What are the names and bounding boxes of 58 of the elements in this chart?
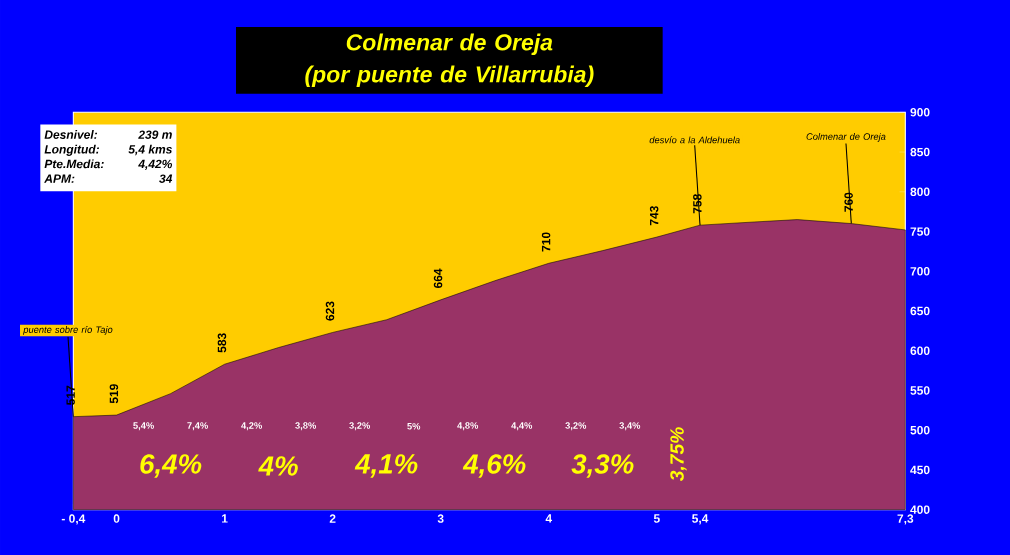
annotation: 3,4% [619,422,641,431]
y-tick-label: 400 [910,505,930,514]
data-label: 760 [844,192,853,212]
y-tick-label: 800 [910,187,930,197]
chart-subtitle: (por puente de Villarrubia) [305,65,594,88]
x-tick-label: 3 [437,514,444,523]
annotation: desvío a la Aldehuela [649,136,740,144]
annotation: 34 [159,174,173,183]
annotation: 7,4% [187,422,208,431]
annotation: 6,4% [140,454,202,478]
data-label: 519 [109,384,119,404]
x-tick-label: 1 [222,514,228,523]
annotation: Pte.Media: [44,159,104,169]
annotation: 4,8% [457,422,479,431]
annotation: 5,4% [133,422,154,431]
x-tick-label: 5,4 [692,514,709,525]
annotation: Longitud: [44,144,100,156]
data-label: 517 [66,385,75,405]
annotation: 3,2% [349,422,371,431]
x-tick-label: 5 [653,514,660,523]
y-tick-label: 500 [910,425,930,435]
annotation: 4,1% [354,454,418,478]
y-tick-label: 550 [910,386,930,395]
y-tick-label: 650 [910,306,930,316]
x-tick-label: 7,3 [897,514,914,525]
annotation: 4,6% [462,454,526,478]
annotation: 4% [258,456,298,476]
y-tick-label: 750 [910,227,930,236]
y-tick-label: 900 [910,108,930,117]
annotation: 3,3% [571,454,634,478]
x-tick-label: 2 [329,514,336,523]
data-label: 743 [649,206,659,226]
annotation: 5% [407,422,421,430]
annotation: 3,75% [670,427,687,482]
x-tick-label: 4 [545,514,553,523]
annotation: 4,42% [138,159,173,170]
data-label: 583 [217,333,227,353]
annotation: 239 m [138,130,172,139]
chart-title: Colmenar de Oreja [346,33,553,56]
y-tick-label: 450 [910,465,930,475]
annotation: 3,2% [565,422,587,431]
annotation: 4,4% [511,422,533,431]
annotation: puente sobre río Tajo [23,326,113,335]
x-tick-label: 0 [113,514,120,523]
x-tick-label: - 0,4 [61,514,86,525]
annotation: Colmenar de Oreja [806,133,886,142]
data-label: 710 [541,232,551,252]
y-tick-label: 700 [910,267,930,276]
annotation: 4,2% [241,422,263,431]
data-label: 664 [433,268,443,289]
y-tick-label: 600 [910,346,930,355]
y-tick-label: 850 [910,147,930,157]
annotation: 3,8% [295,422,317,431]
annotation: 5,4 kms [128,144,172,156]
data-label: 758 [693,194,702,214]
data-label: 623 [325,301,335,321]
annotation: Desnivel: [44,130,98,139]
annotation: APM: [44,174,75,183]
